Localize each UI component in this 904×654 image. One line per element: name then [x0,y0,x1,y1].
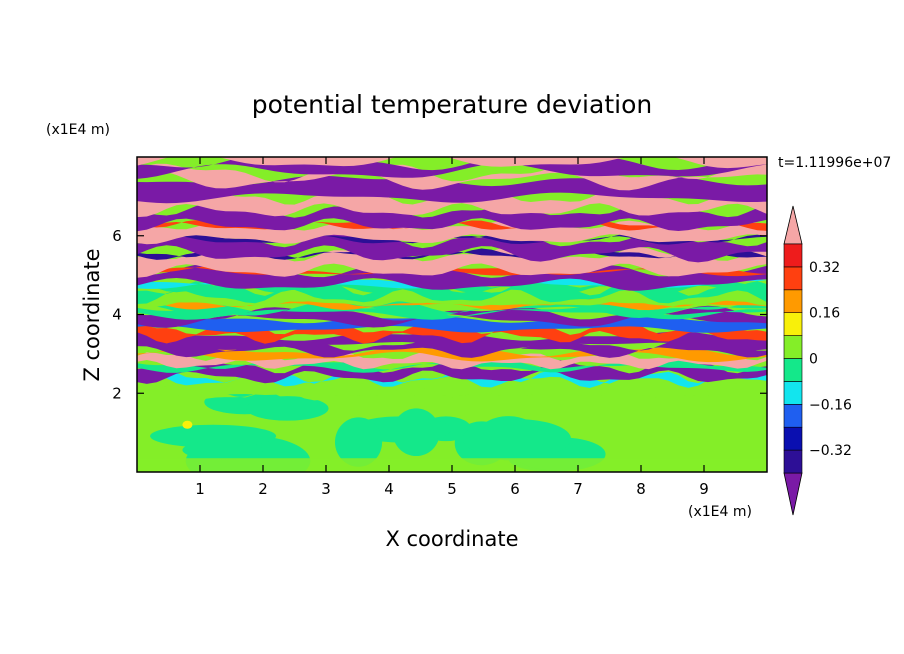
field-band [137,331,767,351]
lower-eddy [150,424,277,448]
x-tick-label: 3 [321,480,331,498]
field-band [137,298,767,318]
field-band [137,203,767,232]
colorbar-segment [783,449,803,474]
x-axis: 1 2 3 4 5 6 7 8 9 [195,157,709,498]
colorbar-segment [783,426,803,451]
field-band [137,220,767,231]
field-band [137,190,767,218]
colorbar-tick-label: 0.32 [809,260,840,276]
x-tick-label: 4 [384,480,394,498]
y-axis-label: Z coordinate [80,248,104,381]
colorbar-segment [783,381,803,405]
time-label: t=1.11996e+07 [778,155,891,171]
field-band [137,369,767,388]
colorbar-segment [783,358,803,382]
colorbar-segment [783,243,803,268]
colorbar-tick-label: −0.16 [809,397,852,413]
colorbar-over [783,205,803,245]
x-axis-unit: (x1E4 m) [688,504,752,520]
colorbar-tick-label: 0.16 [809,306,840,322]
lower-eddy [246,396,329,421]
colorbar-under [783,472,803,516]
colorbar-tick-label: 0 [809,352,818,368]
colorbar-segment [783,403,803,428]
heatmap-field [137,157,767,472]
lower-eddy [334,417,383,467]
y-tick-label: 4 [112,306,122,324]
field-band [137,246,767,278]
field-band [137,230,767,263]
x-tick-label: 7 [573,480,583,498]
field-band [137,248,767,260]
field-band [137,321,767,344]
x-tick-label: 9 [699,480,709,498]
colorbar-segment [783,335,803,359]
colorbar-segment [783,266,803,291]
colorbar-segment [783,312,803,336]
x-axis-label: X coordinate [385,527,518,551]
lower-eddy [182,440,263,460]
warm-spot [182,420,193,429]
field-band [137,157,767,169]
x-tick-label: 1 [195,480,205,498]
y-tick-label: 6 [112,227,122,245]
colorbar: 0.32 0.16 0 −0.16 −0.32 [783,205,852,516]
lower-eddy [462,419,572,459]
field-band [137,162,767,191]
y-axis-unit: (x1E4 m) [46,122,110,138]
y-axis: 2 4 6 [112,227,767,402]
field-band [137,359,767,384]
x-tick-label: 6 [510,480,520,498]
chart-title: potential temperature deviation [252,90,652,119]
x-tick-label: 5 [447,480,457,498]
y-tick-label: 2 [112,384,122,402]
colorbar-segment [783,289,803,313]
x-tick-label: 2 [258,480,268,498]
x-tick-label: 8 [636,480,646,498]
colorbar-tick-label: −0.32 [809,443,852,459]
